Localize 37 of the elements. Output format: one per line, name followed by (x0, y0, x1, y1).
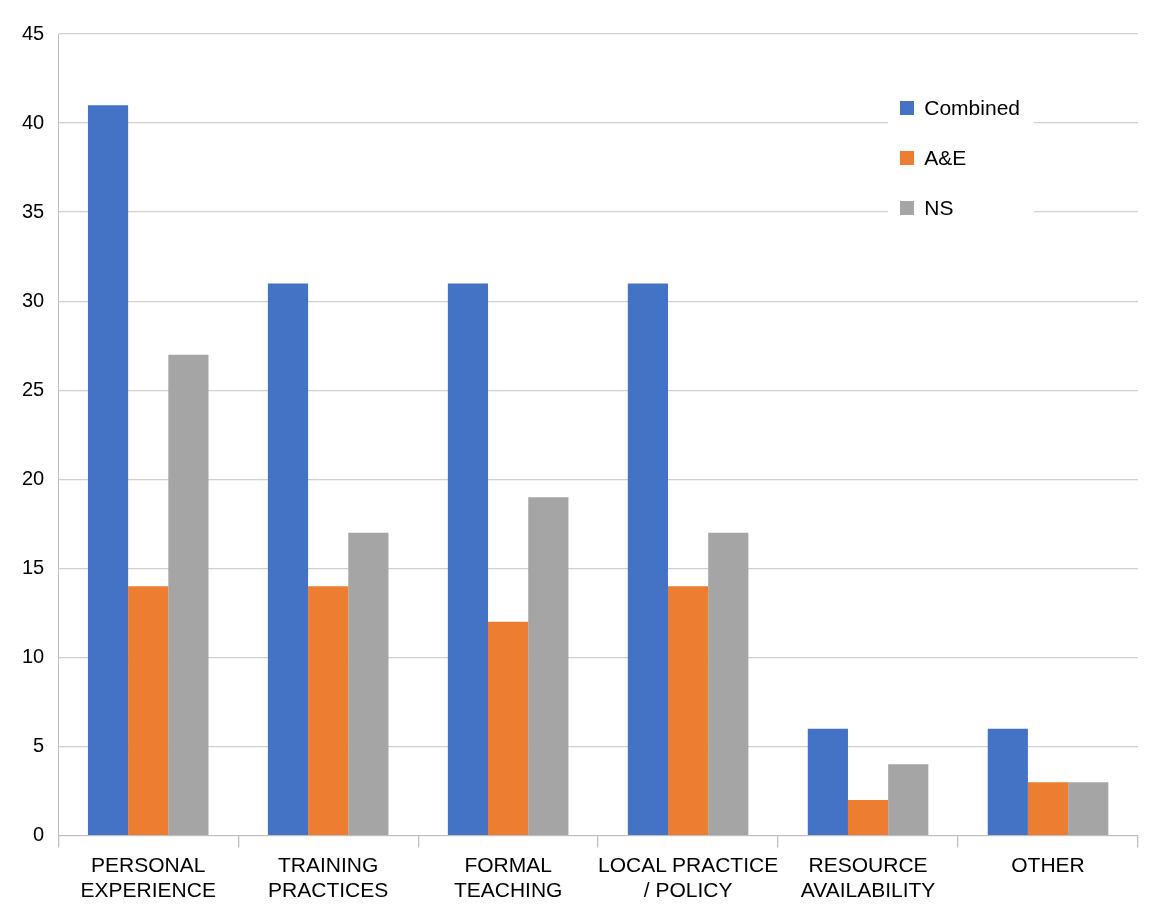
bar (847, 799, 889, 835)
bar (987, 728, 1028, 835)
bar (1068, 782, 1109, 835)
bar (87, 105, 129, 835)
x-tick-label: FORMAL TEACHING (453, 853, 563, 902)
y-tick-label: 40 (22, 110, 45, 133)
bar (708, 532, 749, 835)
bar (267, 283, 309, 835)
y-tick-label: 30 (22, 288, 45, 311)
y-tick-label: 15 (22, 555, 45, 578)
x-tick-label: PERSONAL EXPERIENCE (80, 853, 216, 902)
y-tick-label: 20 (22, 466, 45, 489)
legend-label: A&E (924, 146, 967, 170)
x-tick-label: RESOURCE AVAILABILITY (800, 853, 936, 902)
legend-label: NS (924, 196, 954, 220)
y-tick-label: 5 (33, 734, 45, 757)
bar (488, 621, 529, 835)
legend-label: Combined (924, 96, 1020, 120)
bar (1027, 782, 1069, 835)
x-tick-label: OTHER (1011, 853, 1085, 876)
x-tick-label: LOCAL PRACTICE / POLICY (598, 853, 779, 902)
bar (807, 728, 848, 835)
y-tick-label: 35 (22, 199, 45, 222)
y-tick-label: 25 (22, 377, 45, 400)
y-tick-label: 10 (22, 644, 45, 667)
bar (888, 764, 929, 835)
bar (348, 532, 389, 835)
bar (447, 283, 489, 835)
x-tick-label: TRAINING PRACTICES (268, 853, 389, 902)
bar (308, 586, 349, 835)
y-tick-label: 0 (33, 823, 45, 846)
bar (627, 283, 669, 835)
bar (128, 586, 169, 835)
bar (168, 354, 209, 835)
bar (528, 497, 569, 835)
y-tick-label: 45 (22, 21, 45, 44)
bar (668, 586, 709, 835)
